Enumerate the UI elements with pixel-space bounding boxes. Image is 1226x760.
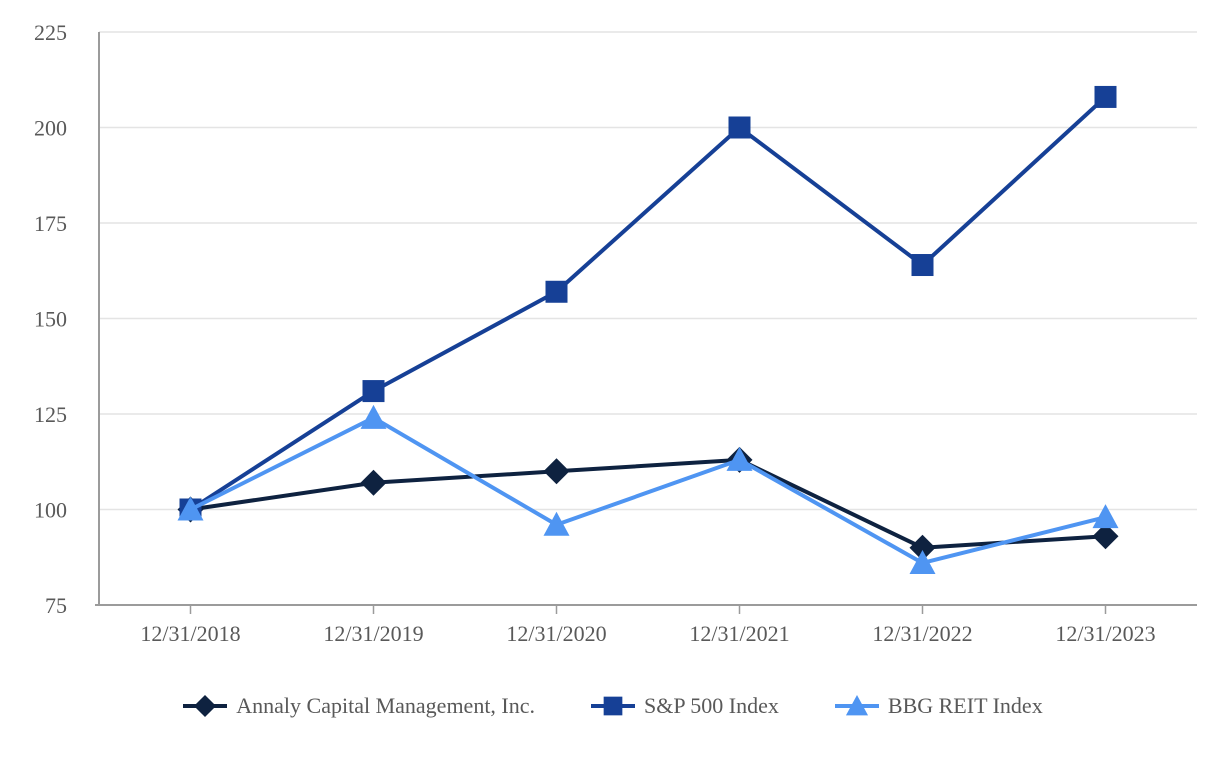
legend-item: S&P 500 Index [591,692,779,720]
legend-label: BBG REIT Index [887,693,1043,718]
legend-triangle-icon [834,694,879,716]
legend-diamond-icon [183,694,228,718]
diamond-marker [1092,523,1119,550]
diamond-marker [909,534,936,561]
legend-item: BBG REIT Index [834,692,1043,720]
square-marker [603,696,623,716]
triangle-marker [177,496,204,521]
x-axis-tick-label: 12/31/2023 [1055,621,1155,646]
x-axis-tick-label: 12/31/2022 [872,621,972,646]
diamond-marker [194,694,217,718]
triangle-marker [1092,504,1119,529]
y-axis-tick-label: 100 [34,498,67,523]
line-chart-canvas: 75 100 125 150 175 200 225 12/31/2018 12/31/2019… [34,20,1197,646]
y-axis-tick-label: 125 [34,402,67,427]
y-axis-tick-label: 150 [34,307,67,332]
chart-legend: Annaly Capital Management, Inc. S&P 500 I… [0,692,1226,720]
y-axis-tick-label: 75 [45,593,67,618]
x-axis-tick-label: 12/31/2021 [689,621,789,646]
triangle-marker [726,446,753,471]
legend-label: S&P 500 Index [644,693,779,718]
square-marker [1094,85,1117,108]
legend-item: Annaly Capital Management, Inc. [183,692,535,720]
triangle-marker [845,694,868,716]
series-line [189,415,1106,565]
y-axis-tick-label: 225 [34,20,67,45]
y-axis-tick-label: 175 [34,211,67,236]
x-axis-tick-label: 12/31/2018 [140,621,240,646]
triangle-marker [360,404,387,429]
series-line [189,95,1107,512]
square-marker [545,280,568,303]
triangle-marker [909,549,936,574]
square-marker [362,380,385,403]
x-axis-tick-label: 12/31/2019 [323,621,423,646]
square-marker [911,254,934,277]
x-axis-tick-label: 12/31/2020 [506,621,606,646]
square-marker [728,116,751,139]
legend-label: Annaly Capital Management, Inc. [236,693,536,718]
diamond-marker [360,469,387,496]
series-line [190,457,1106,550]
y-axis-tick-label: 200 [34,116,67,141]
diamond-marker [543,458,570,485]
triangle-marker [543,511,570,536]
legend-square-icon [591,696,636,716]
